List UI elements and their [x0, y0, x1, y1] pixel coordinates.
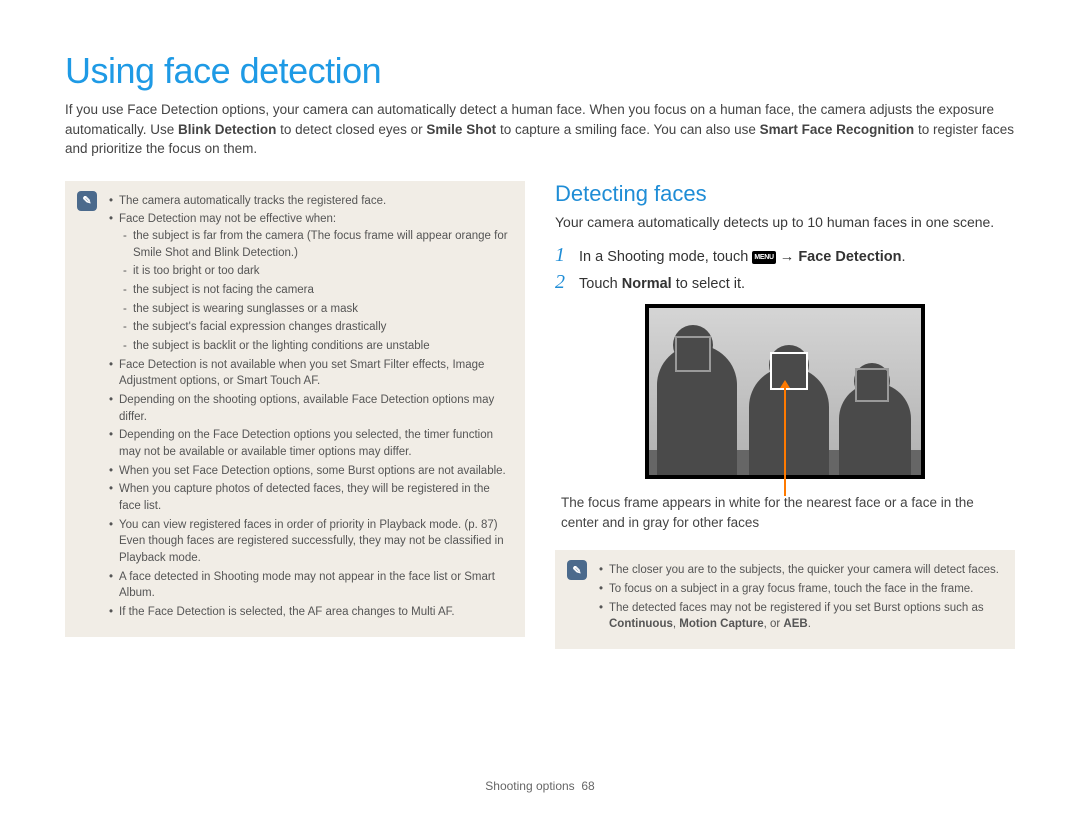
note-item-text: Face Detection may not be effective when…	[119, 213, 336, 225]
intro-bold-blink: Blink Detection	[178, 122, 276, 137]
note-item: The camera automatically tracks the regi…	[109, 193, 511, 210]
section-body: Your camera automatically detects up to …	[555, 213, 1015, 233]
note-sublist: the subject is far from the camera (The …	[123, 228, 511, 355]
face-detection-illustration	[645, 304, 925, 479]
intro-text: to capture a smiling face. You can also …	[500, 122, 760, 137]
step-text: →	[780, 249, 799, 265]
note-text: , or	[764, 618, 784, 630]
note-icon: ✎	[77, 191, 97, 211]
intro-bold-smile: Smile Shot	[426, 122, 496, 137]
note-list: The camera automatically tracks the regi…	[109, 193, 511, 621]
note-list: The closer you are to the subjects, the …	[599, 562, 1001, 633]
note-icon: ✎	[567, 560, 587, 580]
step-number: 1	[555, 244, 569, 267]
note-subitem: the subject is far from the camera (The …	[123, 228, 511, 261]
intro-paragraph: If you use Face Detection options, your …	[65, 100, 1015, 159]
step-number: 2	[555, 271, 569, 294]
note-item: Face Detection is not available when you…	[109, 357, 511, 390]
note-item: Depending on the Face Detection options …	[109, 427, 511, 460]
section-title: Detecting faces	[555, 181, 1015, 207]
note-item: If the Face Detection is selected, the A…	[109, 604, 511, 621]
focus-frame-gray	[855, 368, 889, 402]
note-bold: Continuous	[609, 618, 673, 630]
note-item: Depending on the shooting options, avail…	[109, 392, 511, 425]
note-subitem: the subject is backlit or the lighting c…	[123, 338, 511, 355]
note-subitem: the subject's facial expression changes …	[123, 319, 511, 336]
step-bold: Face Detection	[798, 249, 901, 265]
note-item: You can view registered faces in order o…	[109, 517, 511, 567]
intro-bold-smart: Smart Face Recognition	[760, 122, 915, 137]
callout-pointer	[784, 386, 786, 496]
footer-page-number: 68	[581, 779, 594, 793]
menu-icon: MENU	[752, 251, 775, 264]
note-box-left: ✎ The camera automatically tracks the re…	[65, 181, 525, 637]
note-item: A face detected in Shooting mode may not…	[109, 569, 511, 602]
note-subitem: the subject is not facing the camera	[123, 282, 511, 299]
note-item-text: The detected faces may not be registered…	[609, 602, 984, 614]
page-footer: Shooting options 68	[0, 779, 1080, 793]
steps: 1 In a Shooting mode, touch MENU → Face …	[555, 244, 1015, 294]
intro-text: to detect closed eyes or	[280, 122, 426, 137]
note-bold: AEB	[783, 618, 807, 630]
note-item: When you capture photos of detected face…	[109, 481, 511, 514]
focus-frame-gray	[675, 336, 711, 372]
note-subitem: it is too bright or too dark	[123, 263, 511, 280]
illustration-caption: The focus frame appears in white for the…	[555, 493, 1015, 532]
note-item: To focus on a subject in a gray focus fr…	[599, 581, 1001, 598]
step-text: Touch	[579, 276, 622, 292]
note-item: Face Detection may not be effective when…	[109, 211, 511, 354]
note-bold: Motion Capture	[679, 618, 763, 630]
step-text: .	[901, 249, 905, 265]
step-1: 1 In a Shooting mode, touch MENU → Face …	[555, 244, 1015, 267]
step-bold: Normal	[622, 276, 672, 292]
step-text: In a Shooting mode, touch	[579, 249, 752, 265]
page-title: Using face detection	[65, 50, 1015, 92]
note-text: .	[808, 618, 811, 630]
note-item: The detected faces may not be registered…	[599, 600, 1001, 633]
footer-section: Shooting options	[485, 779, 574, 793]
note-item: When you set Face Detection options, som…	[109, 463, 511, 480]
note-box-right: ✎ The closer you are to the subjects, th…	[555, 550, 1015, 649]
step-2: 2 Touch Normal to select it.	[555, 271, 1015, 294]
note-item: The closer you are to the subjects, the …	[599, 562, 1001, 579]
note-subitem: the subject is wearing sunglasses or a m…	[123, 301, 511, 318]
step-text: to select it.	[676, 276, 745, 292]
